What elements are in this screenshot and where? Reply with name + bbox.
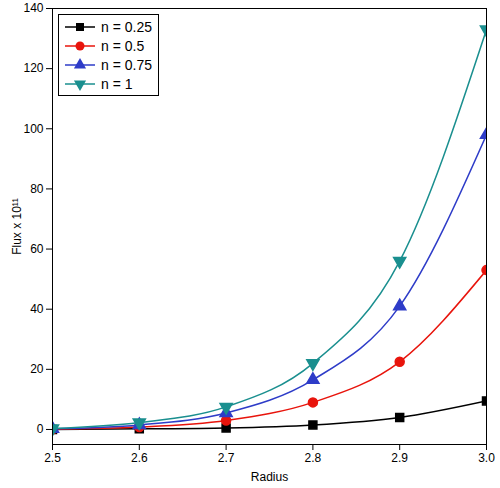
html-text:n = 0.5: n = 0.5 [101, 37, 145, 54]
svg-text:Flux x 10¹¹: Flux x 10¹¹ [10, 198, 24, 255]
svg-text:100: 100 [23, 122, 43, 136]
html-text:n = 0.75: n = 0.75 [101, 56, 152, 73]
html-text:n = 0.25: n = 0.25 [101, 18, 152, 35]
svg-text:0: 0 [37, 422, 44, 436]
html-text:n = 1: n = 1 [101, 75, 133, 92]
svg-text:40: 40 [30, 302, 44, 316]
svg-text:2.9: 2.9 [391, 451, 408, 465]
svg-text:60: 60 [30, 242, 44, 256]
svg-text:2.5: 2.5 [44, 451, 61, 465]
svg-text:120: 120 [23, 61, 43, 75]
svg-text:2.6: 2.6 [131, 451, 148, 465]
svg-text:20: 20 [30, 362, 44, 376]
svg-text:2.8: 2.8 [305, 451, 322, 465]
svg-text:80: 80 [30, 182, 44, 196]
svg-text:Radius: Radius [251, 470, 288, 484]
svg-text:2.7: 2.7 [218, 451, 235, 465]
svg-text:140: 140 [23, 1, 43, 15]
svg-text:3.0: 3.0 [478, 451, 495, 465]
